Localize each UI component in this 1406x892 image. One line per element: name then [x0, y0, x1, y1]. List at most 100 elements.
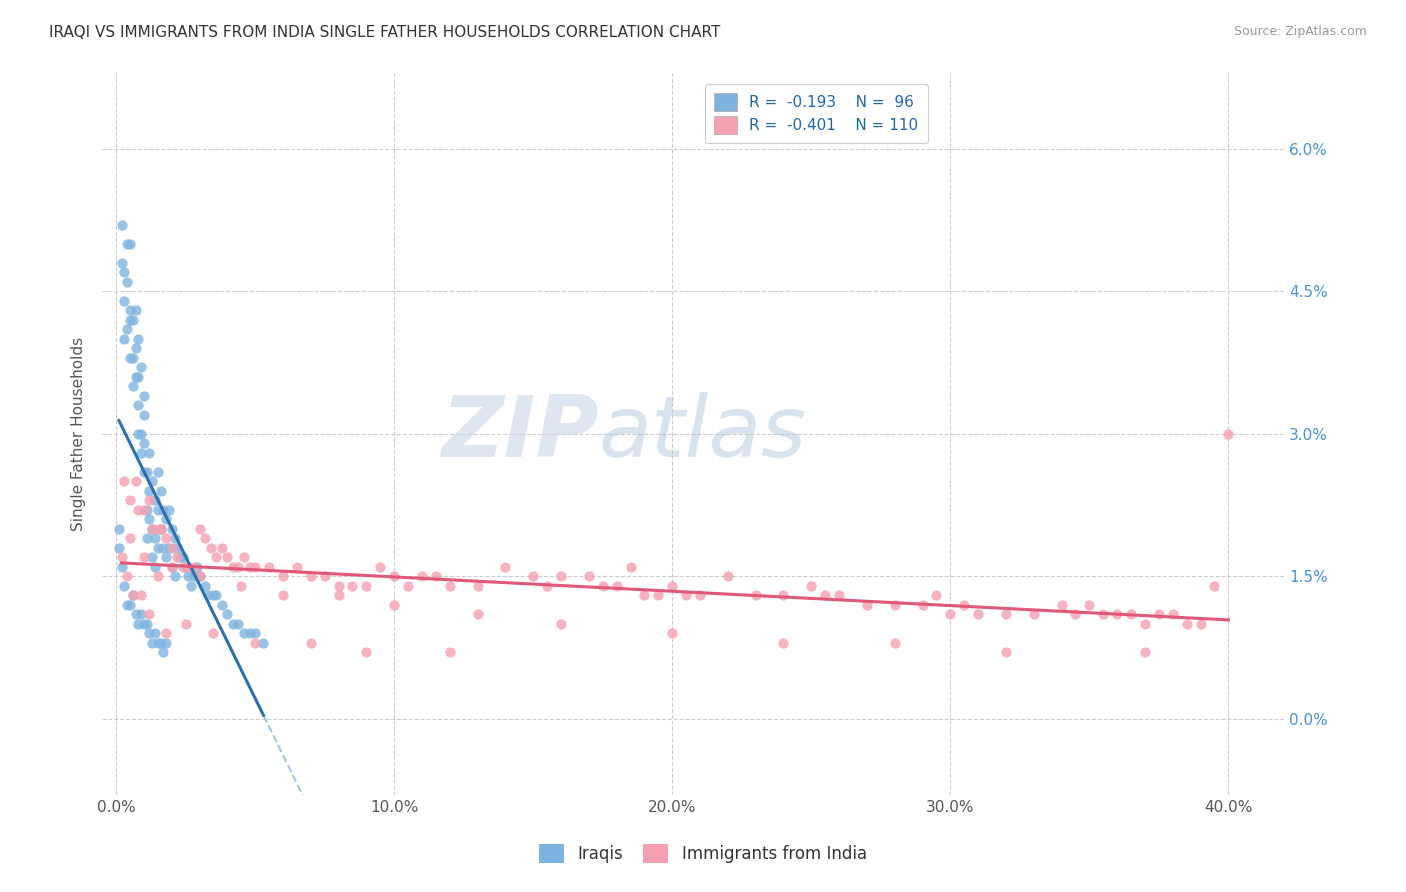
Point [124, 303, 146, 318]
Point [211, 598, 233, 612]
Point [127, 369, 149, 384]
Point [143, 559, 166, 574]
Point [146, 522, 169, 536]
Point [114, 332, 136, 346]
Point [121, 588, 143, 602]
Point [149, 483, 172, 498]
Point [194, 579, 217, 593]
Point [115, 569, 138, 583]
Point [467, 579, 489, 593]
Point [939, 607, 962, 622]
Point [160, 541, 183, 555]
Point [124, 369, 146, 384]
Point [233, 626, 256, 640]
Point [169, 550, 191, 565]
Point [160, 559, 183, 574]
Point [127, 332, 149, 346]
Point [155, 626, 177, 640]
Point [114, 265, 136, 279]
Point [522, 569, 544, 583]
Point [132, 389, 155, 403]
Point [146, 465, 169, 479]
Point [155, 636, 177, 650]
Point [233, 550, 256, 565]
Point [228, 616, 250, 631]
Point [121, 379, 143, 393]
Point [1133, 616, 1156, 631]
Point [883, 598, 905, 612]
Point [1107, 607, 1129, 622]
Legend: Iraqis, Immigrants from India: Iraqis, Immigrants from India [529, 834, 877, 873]
Point [138, 446, 160, 460]
Point [114, 293, 136, 308]
Point [149, 636, 172, 650]
Point [118, 531, 141, 545]
Point [129, 446, 152, 460]
Point [118, 493, 141, 508]
Point [202, 588, 225, 602]
Point [166, 541, 188, 555]
Point [177, 569, 200, 583]
Point [1119, 607, 1142, 622]
Point [129, 588, 152, 602]
Point [111, 218, 134, 232]
Point [138, 607, 160, 622]
Point [550, 569, 572, 583]
Point [1078, 598, 1101, 612]
Point [202, 626, 225, 640]
Point [619, 559, 641, 574]
Point [155, 512, 177, 526]
Point [205, 588, 228, 602]
Point [257, 559, 280, 574]
Point [744, 588, 766, 602]
Point [143, 626, 166, 640]
Point [411, 569, 433, 583]
Point [243, 559, 266, 574]
Point [243, 626, 266, 640]
Point [183, 559, 205, 574]
Point [271, 588, 294, 602]
Point [186, 559, 208, 574]
Point [160, 559, 183, 574]
Point [132, 408, 155, 422]
Point [127, 616, 149, 631]
Point [135, 616, 157, 631]
Point [252, 636, 274, 650]
Point [146, 503, 169, 517]
Point [115, 236, 138, 251]
Point [425, 569, 447, 583]
Point [1204, 579, 1226, 593]
Point [217, 607, 239, 622]
Point [132, 616, 155, 631]
Point [994, 607, 1017, 622]
Point [132, 550, 155, 565]
Point [118, 236, 141, 251]
Point [200, 541, 222, 555]
Point [163, 531, 186, 545]
Point [177, 559, 200, 574]
Point [132, 503, 155, 517]
Point [149, 522, 172, 536]
Point [772, 636, 794, 650]
Point [967, 607, 990, 622]
Point [314, 569, 336, 583]
Point [228, 559, 250, 574]
Point [382, 569, 405, 583]
Point [129, 426, 152, 441]
Point [172, 550, 194, 565]
Point [108, 541, 131, 555]
Point [953, 598, 976, 612]
Point [883, 636, 905, 650]
Point [1022, 607, 1045, 622]
Point [328, 588, 350, 602]
Point [111, 256, 134, 270]
Point [188, 569, 211, 583]
Point [141, 522, 163, 536]
Point [1050, 598, 1073, 612]
Point [1064, 607, 1087, 622]
Point [111, 559, 134, 574]
Point [124, 475, 146, 489]
Point [494, 559, 516, 574]
Point [467, 607, 489, 622]
Point [439, 579, 461, 593]
